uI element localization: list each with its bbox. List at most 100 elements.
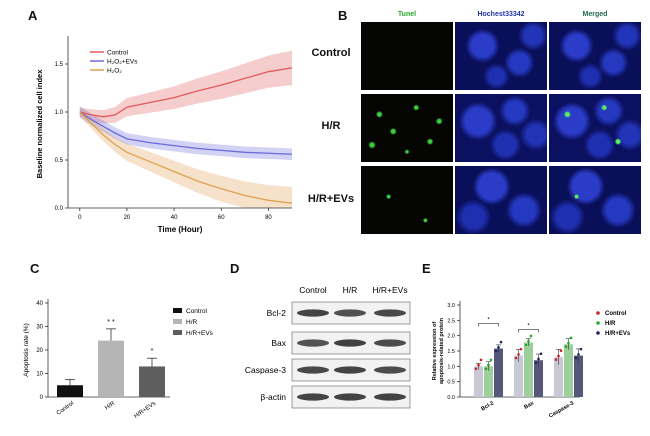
band — [334, 366, 366, 374]
protein-label: Bcl-2 — [267, 308, 287, 318]
merged-image-hr — [549, 94, 641, 162]
y-tick-label: 2.5 — [447, 318, 455, 324]
x-tick-label: Bcl-2 — [480, 401, 495, 413]
band-0 — [79, 50, 292, 124]
tunel-image-control — [361, 22, 453, 90]
y-axis-label: Baseline normalized cell index — [35, 69, 44, 179]
band — [297, 339, 329, 347]
legend-label-1: H/R — [186, 319, 198, 326]
hoechst-image-control — [455, 22, 547, 90]
hoechst-image-hr — [455, 94, 547, 162]
bar — [514, 355, 523, 397]
legend-label-1: H₂O₂+EVs — [107, 59, 138, 66]
series-line-1 — [79, 111, 293, 155]
data-point — [497, 346, 500, 349]
legend-label-2: H/R+EVs — [605, 331, 631, 337]
sig-mark: * — [527, 324, 530, 330]
protein-label: Caspase-3 — [245, 365, 286, 375]
panel-a-chart: 0 20 40 60 80 0.0 0.5 1.0 1.5 Time (Hour) Baseline… — [35, 36, 293, 234]
data-point — [479, 358, 483, 362]
legend-swatch-2 — [173, 330, 182, 335]
panel-a-letter: A — [28, 8, 38, 23]
legend-marker-1 — [596, 321, 600, 325]
x-tick-label: Bax — [523, 400, 536, 411]
bar-0 — [57, 385, 83, 397]
panel-c-letter: C — [30, 261, 40, 276]
y-tick-label: 0.0 — [447, 395, 455, 401]
bar — [524, 342, 533, 397]
data-point — [524, 343, 528, 347]
x-tick-label: 0 — [78, 215, 82, 221]
sig-mark: * — [487, 317, 490, 323]
band-2 — [79, 107, 292, 208]
legend-label-2: H/R+EVs — [186, 330, 214, 337]
data-point — [527, 339, 530, 343]
col-header-tunel: Tunel — [397, 11, 417, 18]
data-point — [569, 336, 573, 340]
band — [374, 309, 406, 317]
bar-1 — [98, 340, 124, 397]
lane-label: H/R — [343, 285, 358, 295]
row-label-control: Control — [311, 47, 351, 59]
panel-e-chart: 0.0 0.5 1.0 1.5 2.0 2.5 3.0 Relative expression… — [432, 301, 631, 420]
x-tick-label: 60 — [218, 215, 225, 221]
data-point — [539, 352, 543, 356]
y-tick-label: 1.5 — [55, 62, 64, 68]
merged-image-hr-evs — [549, 166, 641, 234]
data-point — [574, 356, 578, 360]
band-1 — [79, 106, 292, 160]
band — [374, 366, 406, 374]
legend-label-0: Control — [107, 50, 129, 57]
merged-image-control — [549, 22, 641, 90]
y-tick-label: 0 — [40, 395, 44, 401]
band — [297, 309, 329, 317]
data-point — [487, 363, 490, 367]
sig-mark-hr-evs: * — [151, 348, 154, 355]
tunel-image-hr-evs — [361, 166, 453, 234]
panel-e-letter: E — [422, 261, 431, 276]
panel-d-letter: D — [230, 261, 240, 276]
x-tick-label: 20 — [124, 215, 131, 221]
data-point — [567, 341, 570, 345]
bar — [564, 344, 573, 397]
data-point — [534, 361, 538, 364]
y-tick-label: 10 — [36, 372, 43, 378]
series-line-2 — [79, 111, 293, 204]
col-header-merged: Merged — [582, 11, 608, 18]
data-point — [564, 345, 568, 349]
legend-label-0: Control — [605, 311, 627, 317]
lane-label: H/R+EVs — [372, 285, 407, 295]
y-tick-label: 3.0 — [447, 303, 455, 309]
y-tick-label: 40 — [36, 301, 43, 307]
bar — [574, 355, 583, 397]
y-tick-label: 0.5 — [55, 158, 64, 164]
data-point — [484, 367, 488, 371]
x-tick-label: Caspase-3 — [548, 401, 575, 420]
band — [334, 309, 366, 317]
data-point — [519, 347, 523, 351]
x-tick-label: H/R — [104, 400, 116, 411]
data-point — [554, 358, 558, 361]
protein-label: Bax — [271, 338, 286, 348]
legend-label-2: H₂O₂ — [107, 68, 122, 75]
y-tick-label: 30 — [36, 325, 43, 331]
row-label-hr-evs: H/R+EVs — [307, 193, 355, 205]
data-point — [477, 363, 480, 367]
data-point — [517, 353, 520, 356]
y-tick-label: 1.0 — [55, 110, 64, 116]
y-axis-label: Relative expression of — [432, 322, 438, 381]
data-point — [579, 347, 583, 351]
x-tick-label: 80 — [265, 215, 272, 221]
x-tick-label: H/R+EVs — [133, 401, 157, 420]
data-point — [489, 358, 493, 362]
legend-marker-0 — [596, 311, 600, 315]
y-tick-label: 2.0 — [447, 334, 455, 340]
bar — [484, 366, 493, 397]
band — [374, 339, 406, 347]
row-label-hr: H/R — [321, 120, 341, 132]
band — [334, 393, 366, 401]
sig-bracket — [478, 323, 499, 327]
panel-d-western-blot: Control H/R H/R+EVs Bcl-2 Bax Caspase-3 β-acti… — [245, 285, 411, 409]
data-point — [537, 357, 540, 361]
series-line-0 — [79, 67, 293, 118]
